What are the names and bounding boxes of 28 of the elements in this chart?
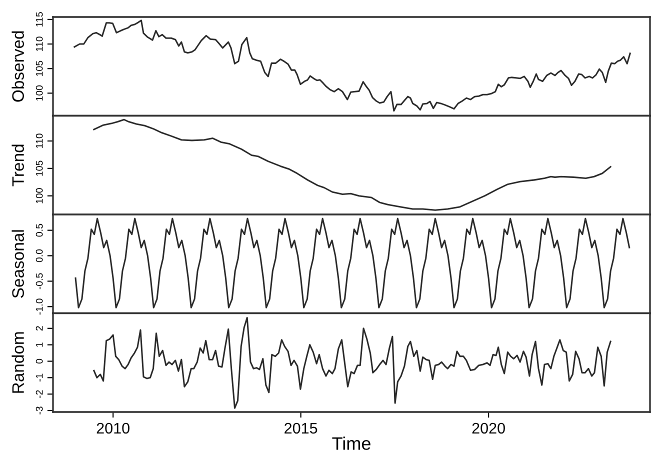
y-tick-label: 115 bbox=[36, 12, 43, 26]
y-tick-label: 105 bbox=[36, 160, 43, 176]
y-axis-title: Random bbox=[12, 332, 24, 393]
y-tick-label: 0 bbox=[36, 358, 43, 364]
x-tick-label: 2020 bbox=[472, 422, 505, 434]
y-axis-title: Seasonal bbox=[12, 230, 24, 298]
line-series bbox=[74, 218, 630, 308]
y-tick-label: 105 bbox=[36, 60, 43, 76]
y-tick-label: -0.5 bbox=[36, 273, 43, 290]
y-tick-label: -1.0 bbox=[36, 298, 43, 315]
line-series bbox=[93, 316, 612, 409]
y-tick-label: 0.0 bbox=[36, 249, 43, 262]
y-tick-label: -3 bbox=[36, 406, 43, 414]
y-tick-label: 100 bbox=[36, 188, 43, 204]
x-tick-label: 2010 bbox=[96, 422, 130, 434]
line-series bbox=[93, 118, 612, 211]
y-tick-label: 110 bbox=[36, 134, 43, 148]
y-tick-label: 0.5 bbox=[36, 224, 43, 237]
x-axis-title: Time bbox=[332, 436, 370, 450]
y-tick-label: -2 bbox=[36, 390, 43, 398]
y-axis-title: Observed bbox=[12, 31, 24, 102]
y-tick-label: 1 bbox=[36, 342, 43, 347]
y-tick-label: -1 bbox=[36, 374, 43, 382]
y-tick-label: 2 bbox=[36, 326, 43, 331]
y-axis-title: Trend bbox=[12, 144, 24, 186]
y-tick-label: 110 bbox=[36, 36, 43, 52]
y-tick-label: 100 bbox=[36, 85, 43, 101]
x-tick-label: 2015 bbox=[284, 422, 318, 434]
